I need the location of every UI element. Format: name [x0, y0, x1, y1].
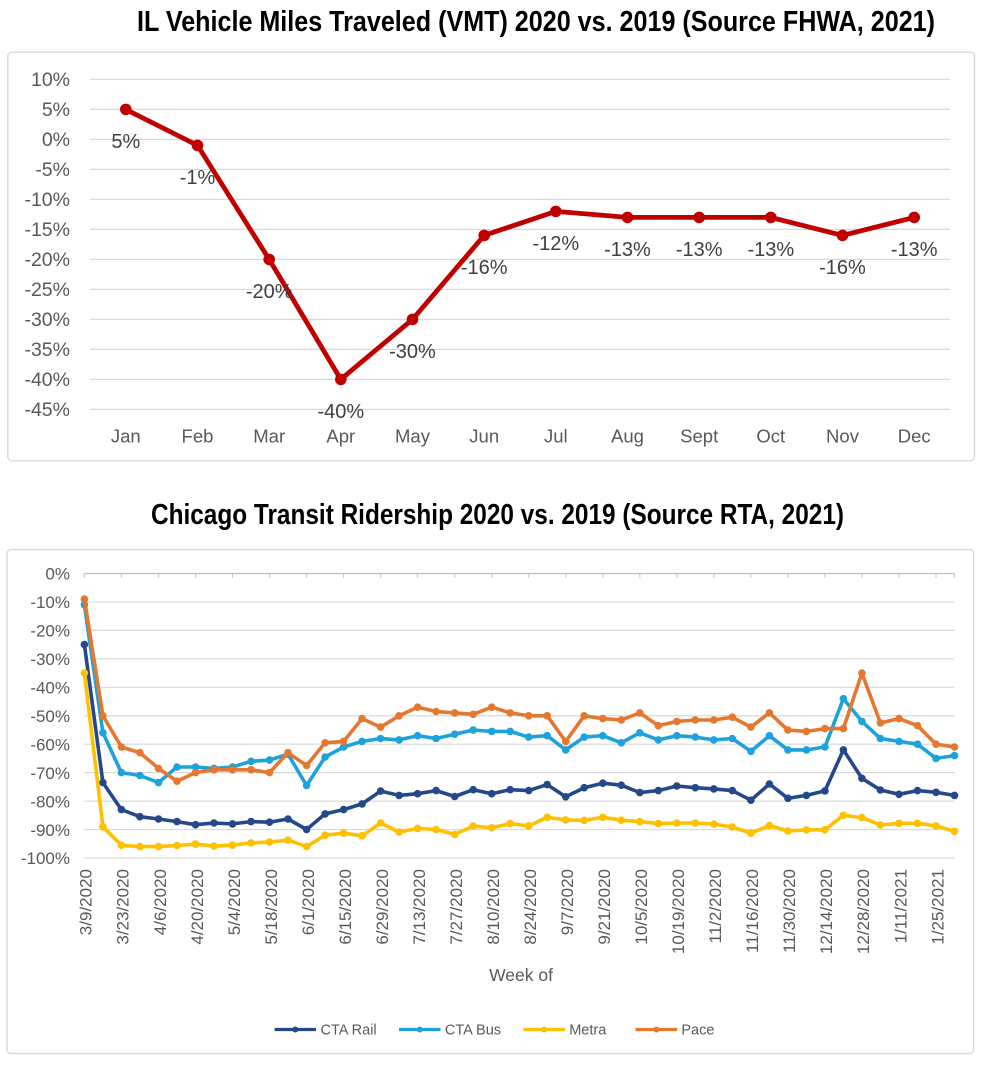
svg-text:5%: 5%: [42, 99, 70, 121]
svg-text:7/13/2020: 7/13/2020: [410, 869, 429, 945]
svg-text:-13%: -13%: [676, 239, 723, 261]
svg-text:1/25/2021: 1/25/2021: [928, 869, 947, 945]
svg-text:9/7/2020: 9/7/2020: [558, 869, 577, 935]
svg-text:-40%: -40%: [24, 369, 70, 391]
svg-text:12/28/2020: 12/28/2020: [854, 869, 873, 954]
svg-text:Jun: Jun: [469, 426, 499, 447]
svg-text:Mar: Mar: [253, 426, 285, 447]
svg-text:10/5/2020: 10/5/2020: [632, 869, 651, 945]
svg-text:-5%: -5%: [35, 159, 70, 181]
svg-text:-30%: -30%: [24, 309, 70, 331]
svg-text:Nov: Nov: [826, 426, 860, 447]
svg-text:-13%: -13%: [891, 239, 938, 261]
svg-text:3/23/2020: 3/23/2020: [114, 869, 133, 945]
svg-text:11/30/2020: 11/30/2020: [780, 869, 799, 953]
svg-text:3/9/2020: 3/9/2020: [77, 869, 96, 935]
svg-text:6/29/2020: 6/29/2020: [373, 869, 392, 945]
svg-text:-20%: -20%: [24, 249, 70, 271]
svg-text:Oct: Oct: [756, 426, 785, 447]
svg-text:10%: 10%: [31, 69, 70, 91]
svg-text:-10%: -10%: [30, 593, 70, 612]
svg-text:8/24/2020: 8/24/2020: [521, 869, 540, 945]
svg-text:-50%: -50%: [30, 707, 70, 726]
svg-text:May: May: [395, 426, 431, 447]
svg-text:Sept: Sept: [680, 426, 718, 447]
svg-text:-30%: -30%: [30, 650, 70, 669]
svg-text:5/4/2020: 5/4/2020: [225, 869, 244, 935]
svg-text:Apr: Apr: [326, 426, 355, 447]
svg-text:1/11/2021: 1/11/2021: [891, 869, 910, 943]
svg-text:11/2/2020: 11/2/2020: [706, 869, 725, 943]
svg-text:-40%: -40%: [30, 679, 70, 698]
svg-text:Week of: Week of: [489, 965, 553, 985]
svg-text:0%: 0%: [42, 129, 70, 151]
svg-text:Aug: Aug: [611, 426, 644, 447]
svg-text:-40%: -40%: [317, 401, 364, 423]
svg-text:-20%: -20%: [30, 622, 70, 641]
svg-text:-13%: -13%: [604, 239, 651, 261]
svg-text:8/10/2020: 8/10/2020: [484, 869, 503, 945]
svg-text:9/21/2020: 9/21/2020: [595, 869, 614, 945]
svg-text:5%: 5%: [111, 131, 140, 153]
svg-text:-15%: -15%: [24, 219, 70, 241]
svg-text:Metra: Metra: [569, 1023, 607, 1039]
svg-text:Dec: Dec: [898, 426, 931, 447]
svg-text:-45%: -45%: [24, 399, 70, 421]
svg-text:4/20/2020: 4/20/2020: [188, 869, 207, 945]
svg-text:-16%: -16%: [819, 257, 866, 279]
svg-text:Feb: Feb: [182, 426, 214, 447]
svg-text:6/15/2020: 6/15/2020: [336, 869, 355, 945]
svg-text:12/14/2020: 12/14/2020: [817, 869, 836, 954]
svg-text:-70%: -70%: [30, 764, 70, 783]
svg-text:CTA Bus: CTA Bus: [445, 1023, 501, 1039]
svg-text:-10%: -10%: [24, 189, 70, 211]
svg-text:-25%: -25%: [24, 279, 70, 301]
svg-text:Chicago Transit Ridership 2020: Chicago Transit Ridership 2020 vs. 2019 …: [151, 499, 844, 531]
svg-text:Jan: Jan: [111, 426, 141, 447]
svg-text:4/6/2020: 4/6/2020: [151, 869, 170, 935]
svg-text:-35%: -35%: [24, 339, 70, 361]
svg-text:CTA Rail: CTA Rail: [321, 1023, 377, 1039]
svg-text:-1%: -1%: [180, 167, 216, 189]
svg-text:6/1/2020: 6/1/2020: [299, 869, 318, 935]
svg-text:Jul: Jul: [544, 426, 568, 447]
svg-text:-16%: -16%: [461, 257, 508, 279]
svg-text:Pace: Pace: [681, 1023, 714, 1039]
svg-text:-90%: -90%: [30, 821, 70, 840]
svg-text:-80%: -80%: [30, 792, 70, 811]
svg-text:-60%: -60%: [30, 735, 70, 754]
svg-text:-100%: -100%: [21, 849, 70, 868]
svg-text:-12%: -12%: [532, 233, 579, 255]
svg-text:-30%: -30%: [389, 341, 436, 363]
svg-text:5/18/2020: 5/18/2020: [262, 869, 281, 945]
svg-text:-13%: -13%: [747, 239, 794, 261]
svg-text:0%: 0%: [45, 565, 70, 584]
svg-text:-20%: -20%: [246, 281, 293, 303]
svg-text:11/16/2020: 11/16/2020: [743, 869, 762, 953]
svg-text:7/27/2020: 7/27/2020: [447, 869, 466, 945]
svg-text:IL Vehicle Miles Traveled (VMT: IL Vehicle Miles Traveled (VMT) 2020 vs.…: [137, 6, 935, 38]
svg-text:10/19/2020: 10/19/2020: [669, 869, 688, 954]
